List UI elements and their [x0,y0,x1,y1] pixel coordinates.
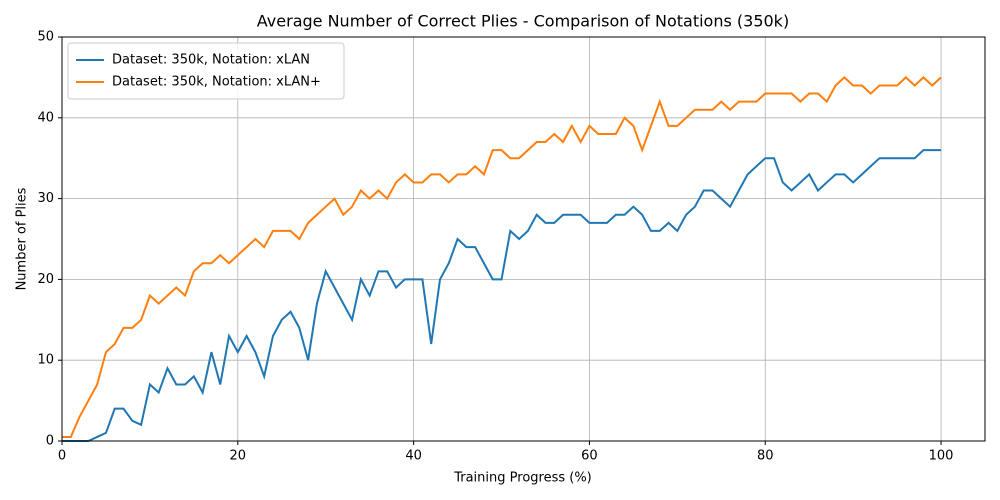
legend-label: Dataset: 350k, Notation: xLAN+ [112,75,321,90]
x-tick-label: 60 [581,449,598,464]
x-tick-label: 0 [58,449,66,464]
y-tick-label: 30 [37,191,54,206]
y-tick-label: 50 [37,30,54,45]
plot-frame [61,36,986,442]
y-tick-label: 0 [46,434,54,449]
line-series [62,149,942,442]
y-tick-label: 40 [37,110,54,125]
x-tick-label: 80 [757,449,774,464]
y-tick-label: 10 [37,353,54,368]
x-tick-label: 100 [929,449,954,464]
x-axis-label: Training Progress (%) [453,471,592,486]
x-tick-label: 40 [405,449,422,464]
legend-box [67,42,345,100]
line-series [62,76,942,438]
x-tick-label: 20 [230,449,247,464]
legend-label: Dataset: 350k, Notation: xLAN [112,53,310,68]
y-tick-label: 20 [37,272,54,287]
legend: Dataset: 350k, Notation: xLAN Dataset: 35… [67,42,345,100]
y-axis-label: Number of Plies [15,187,30,290]
chart-title: Average Number of Correct Plies - Compar… [257,12,789,31]
